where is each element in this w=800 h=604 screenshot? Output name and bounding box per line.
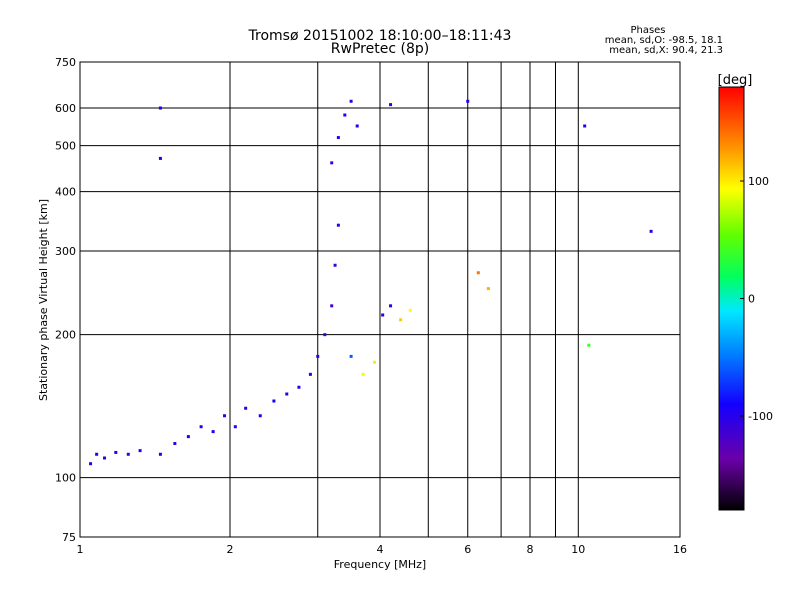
phase-info-title: Phases xyxy=(630,25,665,36)
data-point xyxy=(466,99,470,103)
phase-info-line1: mean, sd,O: -98.5, 18.1 xyxy=(605,35,723,46)
phase-info-line2: mean, sd,X: 90.4, 21.3 xyxy=(609,45,723,56)
y-axis-label: Stationary phase Virtual Height [km] xyxy=(37,199,50,401)
data-point xyxy=(349,354,353,358)
y-tick-label: 500 xyxy=(55,140,76,153)
data-points xyxy=(89,99,653,466)
y-tick-label: 600 xyxy=(55,102,76,115)
data-point xyxy=(103,456,107,460)
y-tick-label: 400 xyxy=(55,186,76,199)
data-point xyxy=(343,113,347,117)
data-point xyxy=(333,263,337,267)
data-point xyxy=(186,435,190,439)
data-point xyxy=(373,360,377,364)
data-point xyxy=(233,425,237,429)
data-point xyxy=(316,354,320,358)
x-tick-label: 4 xyxy=(377,543,384,556)
data-point xyxy=(258,414,262,418)
data-point xyxy=(211,430,215,434)
y-tick-label: 300 xyxy=(55,245,76,258)
data-point xyxy=(285,392,289,396)
data-point xyxy=(336,136,340,140)
y-tick-label: 100 xyxy=(55,472,76,485)
data-point xyxy=(330,161,334,165)
data-point xyxy=(158,452,162,456)
data-point xyxy=(244,406,248,410)
data-point xyxy=(323,333,327,337)
data-point xyxy=(389,304,393,308)
data-point xyxy=(389,103,393,107)
colorbar-tick-label: 0 xyxy=(748,293,755,306)
data-point xyxy=(408,308,412,312)
grid-lines xyxy=(79,61,681,538)
data-point xyxy=(199,425,203,429)
data-point xyxy=(381,313,385,317)
y-axis-ticks: 75 100 200 300 400 500 600 750 xyxy=(55,56,76,544)
data-point xyxy=(361,372,365,376)
x-axis-label: Frequency [MHz] xyxy=(334,558,426,571)
data-point xyxy=(126,452,130,456)
data-point xyxy=(349,99,353,103)
colorbar-label: [deg] xyxy=(718,73,753,88)
x-tick-label: 8 xyxy=(527,543,534,556)
y-tick-label: 750 xyxy=(55,56,76,69)
x-tick-label: 1 xyxy=(77,543,84,556)
colorbar-tick-label: 100 xyxy=(748,175,769,188)
data-point xyxy=(114,450,118,454)
data-point xyxy=(158,106,162,110)
data-point xyxy=(95,452,99,456)
data-point xyxy=(173,442,177,446)
data-point xyxy=(138,449,142,453)
data-point xyxy=(336,223,340,227)
chart-subtitle: RwPretec (8p) xyxy=(331,41,429,57)
data-point xyxy=(355,124,359,128)
chart-title: Tromsø 20151002 18:10:00–18:11:43 xyxy=(248,28,512,44)
data-point xyxy=(587,343,591,347)
data-point xyxy=(89,462,93,466)
data-point xyxy=(399,318,403,322)
x-tick-label: 6 xyxy=(464,543,471,556)
phase-colorbar xyxy=(718,86,745,511)
data-point xyxy=(486,287,490,291)
data-point xyxy=(476,271,480,275)
data-point xyxy=(330,304,334,308)
data-point xyxy=(297,385,301,389)
colorbar-ticks: 100 0 -100 xyxy=(740,175,773,423)
data-point xyxy=(158,156,162,160)
data-point xyxy=(272,399,276,403)
x-tick-label: 2 xyxy=(227,543,234,556)
x-axis-ticks: 1 2 4 6 8 10 16 xyxy=(77,543,688,556)
x-tick-label: 10 xyxy=(571,543,585,556)
colorbar-tick-label: -100 xyxy=(748,410,773,423)
y-tick-label: 200 xyxy=(55,329,76,342)
x-tick-label: 16 xyxy=(673,543,687,556)
data-point xyxy=(308,372,312,376)
y-tick-label: 75 xyxy=(62,531,76,544)
data-point xyxy=(583,124,587,128)
data-point xyxy=(223,414,227,418)
data-point xyxy=(649,229,653,233)
